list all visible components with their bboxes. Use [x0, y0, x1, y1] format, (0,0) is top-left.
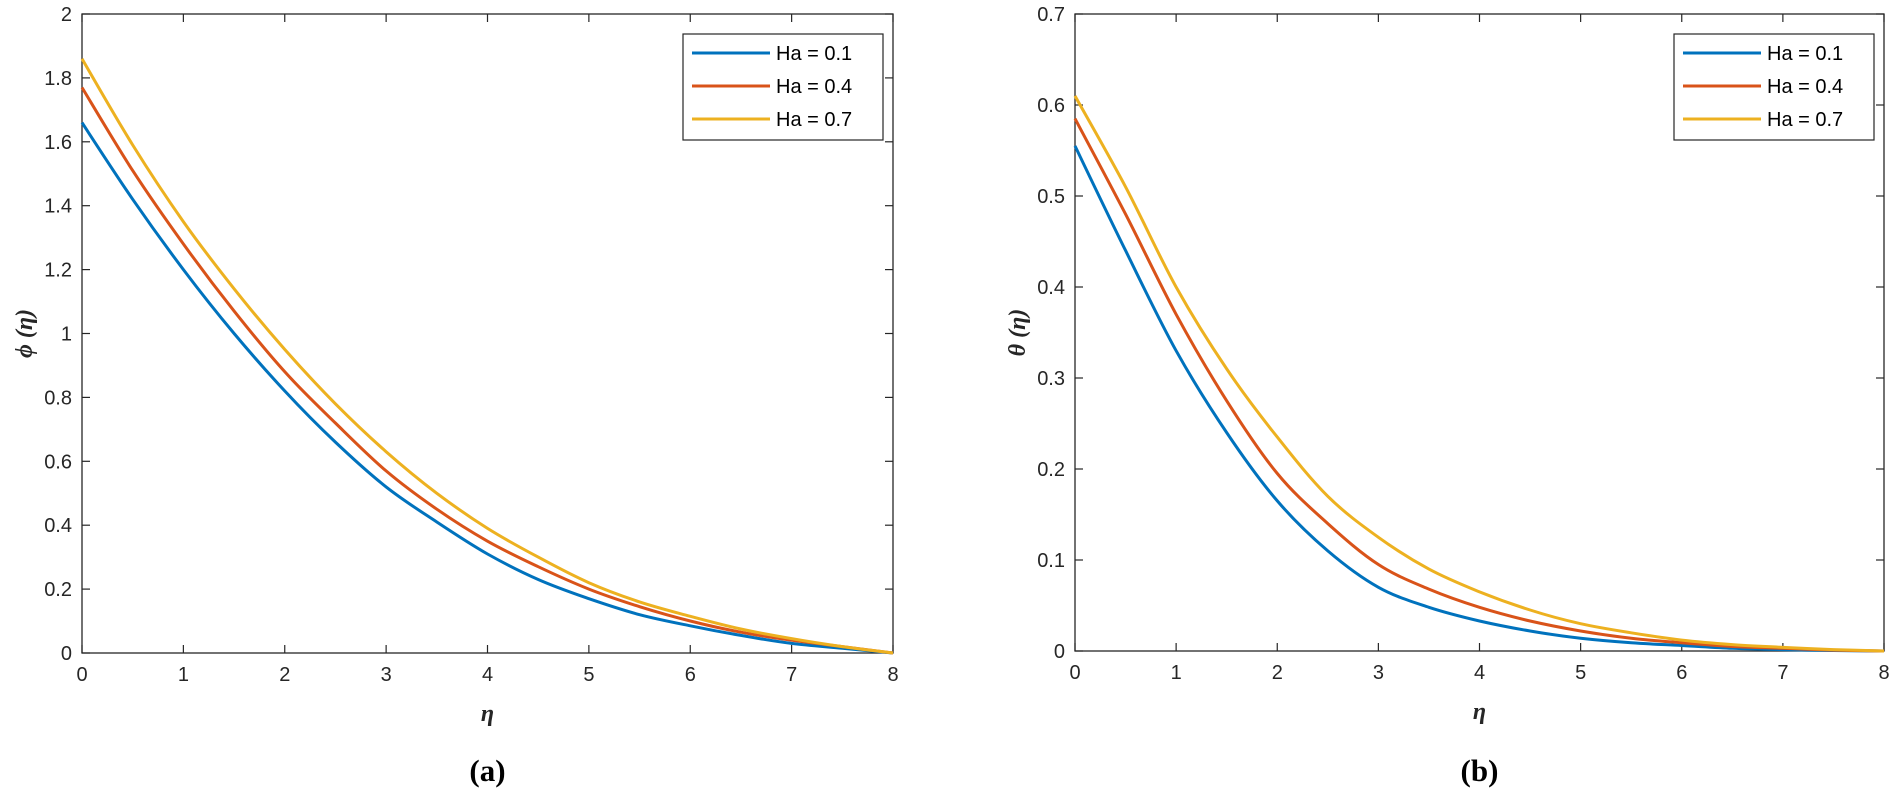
x-tick-label: 7 [786, 664, 797, 686]
x-tick-label: 5 [583, 664, 594, 686]
x-tick-label: 3 [381, 664, 392, 686]
x-axis-label: η [481, 701, 494, 727]
x-tick-label: 2 [1272, 662, 1283, 684]
y-tick-label: 0.1 [1037, 550, 1065, 572]
x-tick-label: 4 [1474, 662, 1485, 684]
y-tick-label: 0.5 [1037, 186, 1065, 208]
x-tick-label: 6 [685, 664, 696, 686]
legend: Ha = 0.1 Ha = 0.4 Ha = 0.7 [682, 33, 884, 141]
chart-panel-2: 0 1 2 3 4 5 6 7 8 0 0.1 0.2 0.3 0.4 0.5 0.6 0.7 η θ (η) Ha … [1005, 4, 1890, 788]
panel-caption: (a) [469, 753, 505, 788]
legend-label: Ha = 0.4 [1767, 76, 1843, 98]
y-tick-label: 0.4 [1037, 277, 1065, 299]
y-tick-label: 0.4 [44, 515, 72, 537]
y-tick-label: 0.7 [1037, 4, 1065, 26]
legend-label: Ha = 0.7 [1767, 109, 1843, 131]
y-axis-label: θ (η) [1005, 309, 1031, 357]
series-line-1 [80, 121, 894, 655]
y-tick-label: 1.6 [44, 132, 72, 154]
y-tick-label: 0 [61, 643, 72, 665]
x-tick-label: 0 [76, 664, 87, 686]
series-line-1 [1073, 145, 1885, 653]
x-tick-label: 6 [1676, 662, 1687, 684]
y-tick-label: 0.2 [1037, 459, 1065, 481]
panel-caption: (b) [1461, 753, 1499, 788]
x-tick-label: 3 [1373, 662, 1384, 684]
x-tick-label: 8 [1878, 662, 1889, 684]
x-tick-label: 8 [887, 664, 898, 686]
chart-panel-1: 0 1 2 3 4 5 6 7 8 0 0.2 0.4 0.6 0.8 1 1.2 1.4 1.6 1.8 2 η ϕ (… [12, 4, 899, 788]
y-tick-label: 0 [1054, 641, 1065, 663]
x-tick-label: 2 [279, 664, 290, 686]
x-tick-label: 0 [1069, 662, 1080, 684]
x-tick-label: 7 [1777, 662, 1788, 684]
series-line-2 [80, 86, 894, 655]
series-line-3 [80, 57, 894, 655]
x-tick-label: 1 [1171, 662, 1182, 684]
x-tick-label: 1 [178, 664, 189, 686]
series-line-3 [1073, 95, 1885, 653]
y-tick-label: 0.6 [44, 451, 72, 473]
y-tick-label: 0.8 [44, 387, 72, 409]
y-tick-label: 2 [61, 4, 72, 26]
y-tick-label: 1.4 [44, 196, 72, 218]
legend-label: Ha = 0.1 [776, 43, 852, 65]
legend: Ha = 0.1 Ha = 0.4 Ha = 0.7 [1673, 33, 1875, 141]
legend-label: Ha = 0.7 [776, 109, 852, 131]
y-axis-label: ϕ (η) [12, 309, 38, 358]
legend-label: Ha = 0.4 [776, 76, 852, 98]
y-tick-label: 0.6 [1037, 95, 1065, 117]
x-axis-label: η [1473, 699, 1486, 725]
legend-label: Ha = 0.1 [1767, 43, 1843, 65]
y-tick-label: 1.8 [44, 68, 72, 90]
y-tick-label: 0.2 [44, 579, 72, 601]
y-tick-label: 1 [61, 324, 72, 346]
y-tick-label: 1.2 [44, 260, 72, 282]
y-tick-label: 0.3 [1037, 368, 1065, 390]
series-line-2 [1073, 117, 1885, 653]
x-tick-label: 4 [482, 664, 493, 686]
x-tick-label: 5 [1575, 662, 1586, 684]
